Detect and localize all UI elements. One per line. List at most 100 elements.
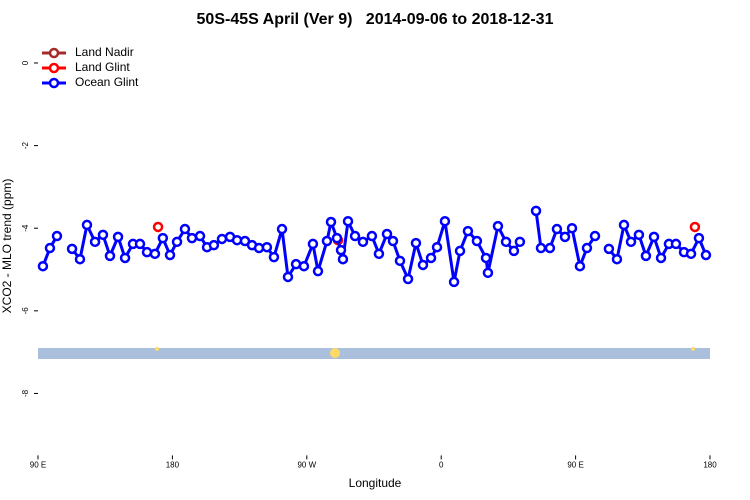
point [335, 244, 347, 256]
y-tick-label: -8 [21, 389, 30, 397]
point [439, 215, 451, 227]
y-tick-label: 0 [21, 60, 30, 65]
point [566, 222, 578, 234]
point [603, 243, 615, 255]
coverage-spot [691, 347, 695, 351]
point [648, 231, 660, 243]
point [670, 238, 682, 250]
point [152, 221, 164, 233]
x-axis-label: Longitude [349, 476, 402, 490]
point [640, 250, 652, 262]
point [134, 238, 146, 250]
point [618, 219, 630, 231]
point [179, 223, 191, 235]
point [689, 221, 701, 233]
point [89, 236, 101, 248]
point [282, 271, 294, 283]
point [431, 241, 443, 253]
point [342, 215, 354, 227]
point [514, 236, 526, 248]
point [448, 276, 460, 288]
point [480, 252, 492, 264]
point [186, 232, 198, 244]
point [655, 252, 667, 264]
point [119, 252, 131, 264]
point [508, 245, 520, 257]
coverage-spot [330, 348, 340, 358]
point [462, 225, 474, 237]
point [149, 248, 161, 260]
point [44, 242, 56, 254]
legend-marker [48, 47, 60, 59]
x-tick-label: 90 E [567, 461, 583, 470]
point [366, 230, 378, 242]
point [331, 232, 343, 244]
point [337, 253, 349, 265]
point [81, 219, 93, 231]
point [373, 248, 385, 260]
point [325, 216, 337, 228]
point [164, 249, 176, 261]
point [471, 235, 483, 247]
x-tick-label: 90 E [30, 461, 46, 470]
point [381, 228, 393, 240]
y-tick-label: -2 [21, 141, 30, 149]
point [535, 242, 547, 254]
point [544, 242, 556, 254]
point [625, 236, 637, 248]
legend-label: Ocean Glint [75, 75, 139, 89]
point [157, 232, 169, 244]
point [298, 260, 310, 272]
point [551, 223, 563, 235]
chart-title: 50S-45S April (Ver 9) 2014-09-06 to 2018… [197, 11, 554, 28]
point [685, 248, 697, 260]
point [387, 235, 399, 247]
point [394, 255, 406, 267]
point [611, 253, 623, 265]
point [357, 236, 369, 248]
point [454, 245, 466, 257]
point [208, 239, 220, 251]
legend-label: Land Nadir [75, 45, 134, 59]
point [402, 273, 414, 285]
legend-label: Land Glint [75, 60, 130, 74]
y-tick-label: -4 [21, 224, 30, 232]
point [216, 233, 228, 245]
point [492, 220, 504, 232]
coverage-spot [155, 347, 159, 351]
point [171, 236, 183, 248]
x-tick-label: 180 [166, 461, 180, 470]
point [349, 230, 361, 242]
point [194, 230, 206, 242]
point [97, 229, 109, 241]
coverage-band [38, 348, 710, 359]
point [500, 236, 512, 248]
point [37, 260, 49, 272]
y-axis-label: XCO2 - MLO trend (ppm) [0, 179, 14, 314]
legend-marker [48, 62, 60, 74]
point [312, 265, 324, 277]
x-tick-label: 0 [439, 461, 444, 470]
point [112, 231, 124, 243]
point [589, 230, 601, 242]
point [410, 237, 422, 249]
point [633, 229, 645, 241]
point [574, 260, 586, 272]
point [321, 235, 333, 247]
point [104, 250, 116, 262]
y-tick-label: -6 [21, 307, 30, 315]
point [268, 251, 280, 263]
x-tick-label: 90 W [297, 461, 316, 470]
point [276, 223, 288, 235]
point [581, 242, 593, 254]
point [417, 259, 429, 271]
point [425, 252, 437, 264]
point [559, 231, 571, 243]
x-tick-label: 180 [703, 461, 717, 470]
point [74, 253, 86, 265]
legend-marker [48, 77, 60, 89]
point [261, 241, 273, 253]
point [693, 232, 705, 244]
